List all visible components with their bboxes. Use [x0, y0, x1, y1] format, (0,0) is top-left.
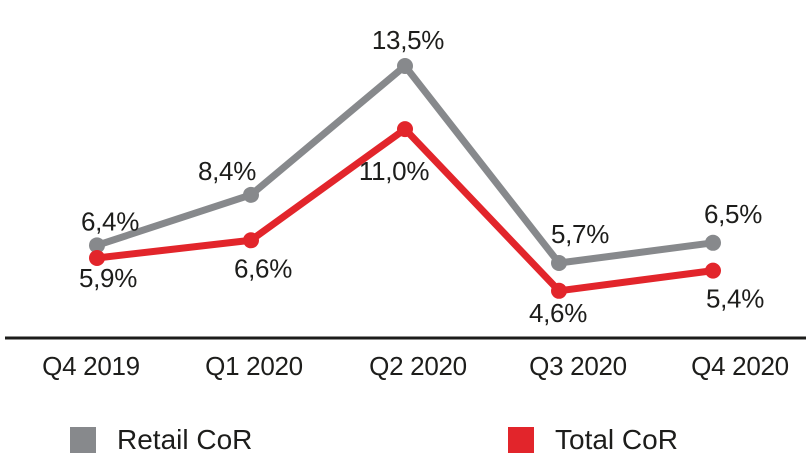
x-axis-label-q3-2020: Q3 2020: [529, 351, 627, 381]
x-axis-label-q1-2020: Q1 2020: [205, 351, 303, 381]
retail-cor-data-label-q4-2019: 6,4%: [81, 206, 139, 236]
retail-cor-swatch-icon: [70, 427, 96, 453]
x-axis-label-q4-2019: Q4 2019: [42, 351, 140, 381]
total-cor-data-label-q1-2020: 6,6%: [234, 253, 292, 283]
total-cor-point-q1-2020: [243, 232, 259, 249]
total-cor-data-label-q4-2020: 5,4%: [706, 284, 764, 314]
total-cor-point-q2-2020: [397, 121, 413, 138]
total-cor-point-q3-2020: [551, 282, 567, 299]
legend-item-total-cor: Total CoR: [508, 426, 678, 454]
retail-cor-data-label-q4-2020: 6,5%: [704, 199, 762, 229]
total-cor-data-label-q4-2019: 5,9%: [79, 263, 137, 293]
retail-cor-data-label-q1-2020: 8,4%: [198, 156, 256, 186]
total-cor-line: [93, 125, 717, 295]
total-cor-point-q4-2019: [89, 249, 105, 266]
x-axis-label-q4-2020: Q4 2020: [691, 351, 789, 381]
legend-item-retail-cor: Retail CoR: [70, 426, 252, 454]
legend-label-retail-cor: Retail CoR: [117, 424, 253, 455]
retail-cor-data-label-q2-2020: 13,5%: [372, 25, 444, 55]
retail-cor-point-q1-2020: [243, 186, 259, 203]
retail-cor-point-q4-2019: [89, 237, 105, 254]
total-cor-point-q4-2020: [705, 262, 721, 279]
total-cor-swatch-icon: [508, 427, 534, 453]
retail-cor-point-q3-2020: [551, 255, 567, 272]
retail-cor-point-q2-2020: [397, 57, 413, 74]
legend-label-total-cor: Total CoR: [555, 424, 678, 455]
total-cor-data-label-q3-2020: 4,6%: [529, 298, 587, 328]
x-axis-label-q2-2020: Q2 2020: [369, 351, 467, 381]
retail-cor-point-q4-2020: [705, 234, 721, 251]
total-cor-data-label-q2-2020: 11,0%: [359, 156, 429, 186]
retail-cor-data-label-q3-2020: 5,7%: [551, 219, 609, 249]
